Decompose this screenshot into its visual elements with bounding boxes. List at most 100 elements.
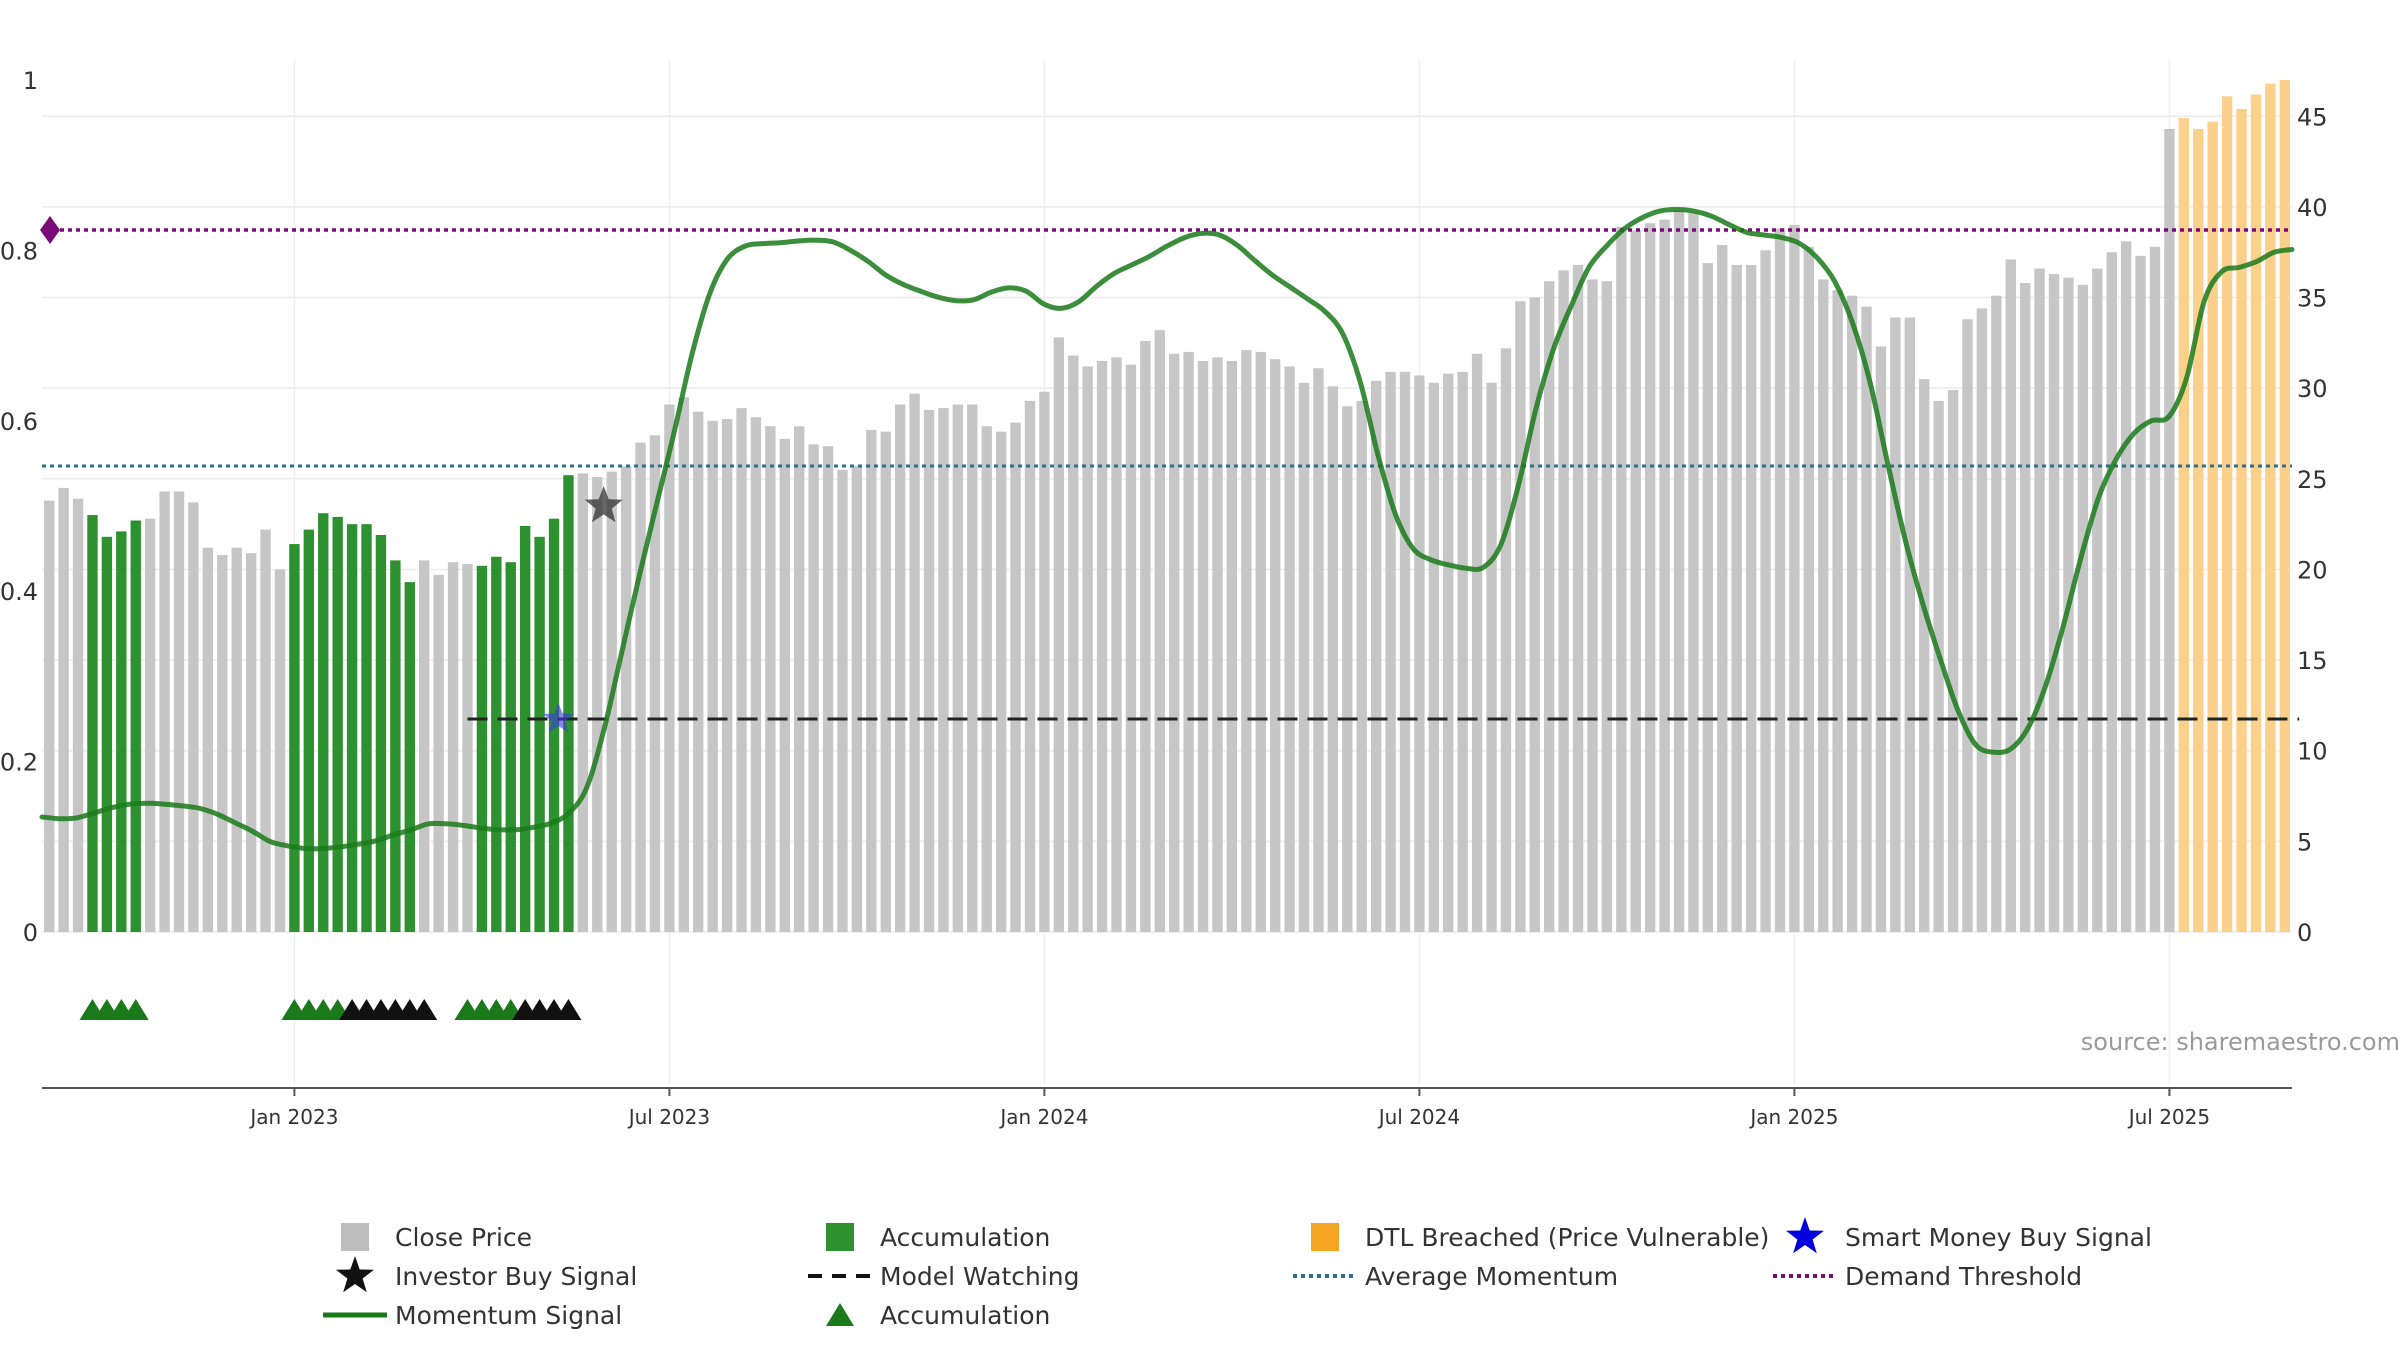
x-axis: Jan 2023 Jul 2023 Jan 2024 Jul 2024 Jan 2025… [42,1087,2292,1129]
close-price-bar [1457,371,1468,932]
dtl-breached-bar [2207,121,2218,933]
close-price-bar [58,487,69,932]
close-price-bar [447,562,459,932]
close-price-bar [1342,406,1353,933]
close-price-bar [1471,353,1483,932]
close-price-bar [1673,210,1685,932]
close-price-bar [1774,228,1786,933]
legend-star-smart-money-buy-signal [1786,1217,1824,1254]
close-price-bar [664,404,675,932]
x-axis-tick-label: Jan 2023 [248,1105,338,1129]
right-axis-tick-label: 40 [2297,194,2328,222]
legend-swatch-accumulation [826,1223,854,1251]
close-price-bar [231,547,242,932]
close-price-bar [1443,373,1454,932]
close-price-bar [1630,230,1641,932]
close-price-bar [1039,391,1050,932]
close-price-bar [2034,268,2045,932]
legend-label: Investor Buy Signal [395,1262,637,1291]
left-axis-tick-label: 1 [23,67,38,95]
close-price-bar [1947,389,1959,932]
accumulation-bar [318,513,329,932]
close-price-bar [1846,295,1858,933]
right-axis-tick-label: 0 [2297,919,2312,947]
accumulation-bar [289,544,300,932]
accumulation-bar [534,536,545,932]
close-price-bar [693,411,704,932]
close-price-bar [1096,360,1108,932]
right-axis-tick-label: 45 [2297,103,2328,131]
close-price-bar [2048,273,2060,932]
accumulation-bar [130,520,141,932]
legend-label: Demand Threshold [1845,1262,2082,1291]
close-price-bar [1197,360,1209,932]
close-price-bar [822,446,834,932]
close-price-bar [1688,212,1699,932]
legend-label: Accumulation [880,1301,1050,1330]
close-price-bar [419,560,430,932]
close-price-bar [620,466,632,932]
close-price-bar [880,431,891,932]
left-axis-tick-label: 0 [23,919,38,947]
dtl-breached-bar [2279,80,2290,932]
legend: Close Price Accumulation DTL Breached (Pri… [323,1217,2152,1330]
accumulation-bar [346,524,358,932]
legend-star-investor-buy-signal [336,1256,374,1293]
close-price-bar [1861,306,1872,933]
close-price-bar [260,529,271,932]
close-price-bar [1544,281,1555,932]
close-price-bar [1803,246,1815,932]
close-price-bar [1702,263,1714,932]
close-price-bar [1558,270,1569,932]
accumulation-triangle [122,999,149,1020]
close-price-bar [981,426,992,932]
close-price-bar [837,469,848,932]
close-price-bar [1659,219,1670,932]
close-price-bar [1572,264,1584,933]
close-price-bar [592,476,603,932]
close-price-bar [967,404,978,932]
x-axis-tick-label: Jan 2025 [1748,1105,1838,1129]
close-price-bar [1053,337,1065,932]
dtl-breached-bar [2193,128,2204,932]
close-price-bar [1933,400,1944,932]
legend-label: Close Price [395,1223,532,1252]
close-price-bar [1356,400,1367,932]
smart-money-buy-signal-star [543,703,574,732]
demand-threshold-marker [40,215,60,244]
close-price-bar [1745,264,1757,933]
close-price-bar [2092,268,2103,932]
close-price-bar [2164,128,2175,932]
close-price-bar [1313,368,1324,932]
right-axis-tick-label: 30 [2297,375,2328,403]
investor-buy-signal-star [584,486,623,523]
close-price-bar [851,466,863,932]
close-price-bar [1255,351,1266,932]
close-price-bar [1125,364,1137,932]
close-price-bar [1919,379,1930,932]
source-label: source: sharemaestro.com [2081,1028,2400,1056]
close-price-bar [1486,382,1497,932]
accumulation-bar [375,535,387,932]
signal-markers [40,215,623,732]
close-price-bar [736,408,747,933]
indicator-lines [39,207,2300,852]
accumulation-bar [505,562,516,932]
accumulation-bar [476,565,488,932]
close-price-bar [794,426,805,932]
close-price-bar [1024,400,1036,932]
close-price-bar [1962,319,1973,932]
close-price-bar [1890,317,1901,932]
dtl-breached-bar [2250,94,2262,932]
legend-label: Average Momentum [1365,1262,1618,1291]
legend-label: Momentum Signal [395,1301,622,1330]
right-axis-tick-label: 35 [2297,285,2328,313]
close-price-bar [188,502,199,932]
legend-swatch-dtl-breached-price-vulnerable [1311,1223,1339,1251]
close-price-bar [1212,357,1223,933]
legend-swatch-close-price [341,1223,369,1251]
close-price-bar [1760,250,1771,932]
left-axis-tick-label: 0.4 [0,578,38,606]
left-axis-tick-label: 0.2 [0,749,38,777]
legend-label: Smart Money Buy Signal [1845,1223,2152,1252]
